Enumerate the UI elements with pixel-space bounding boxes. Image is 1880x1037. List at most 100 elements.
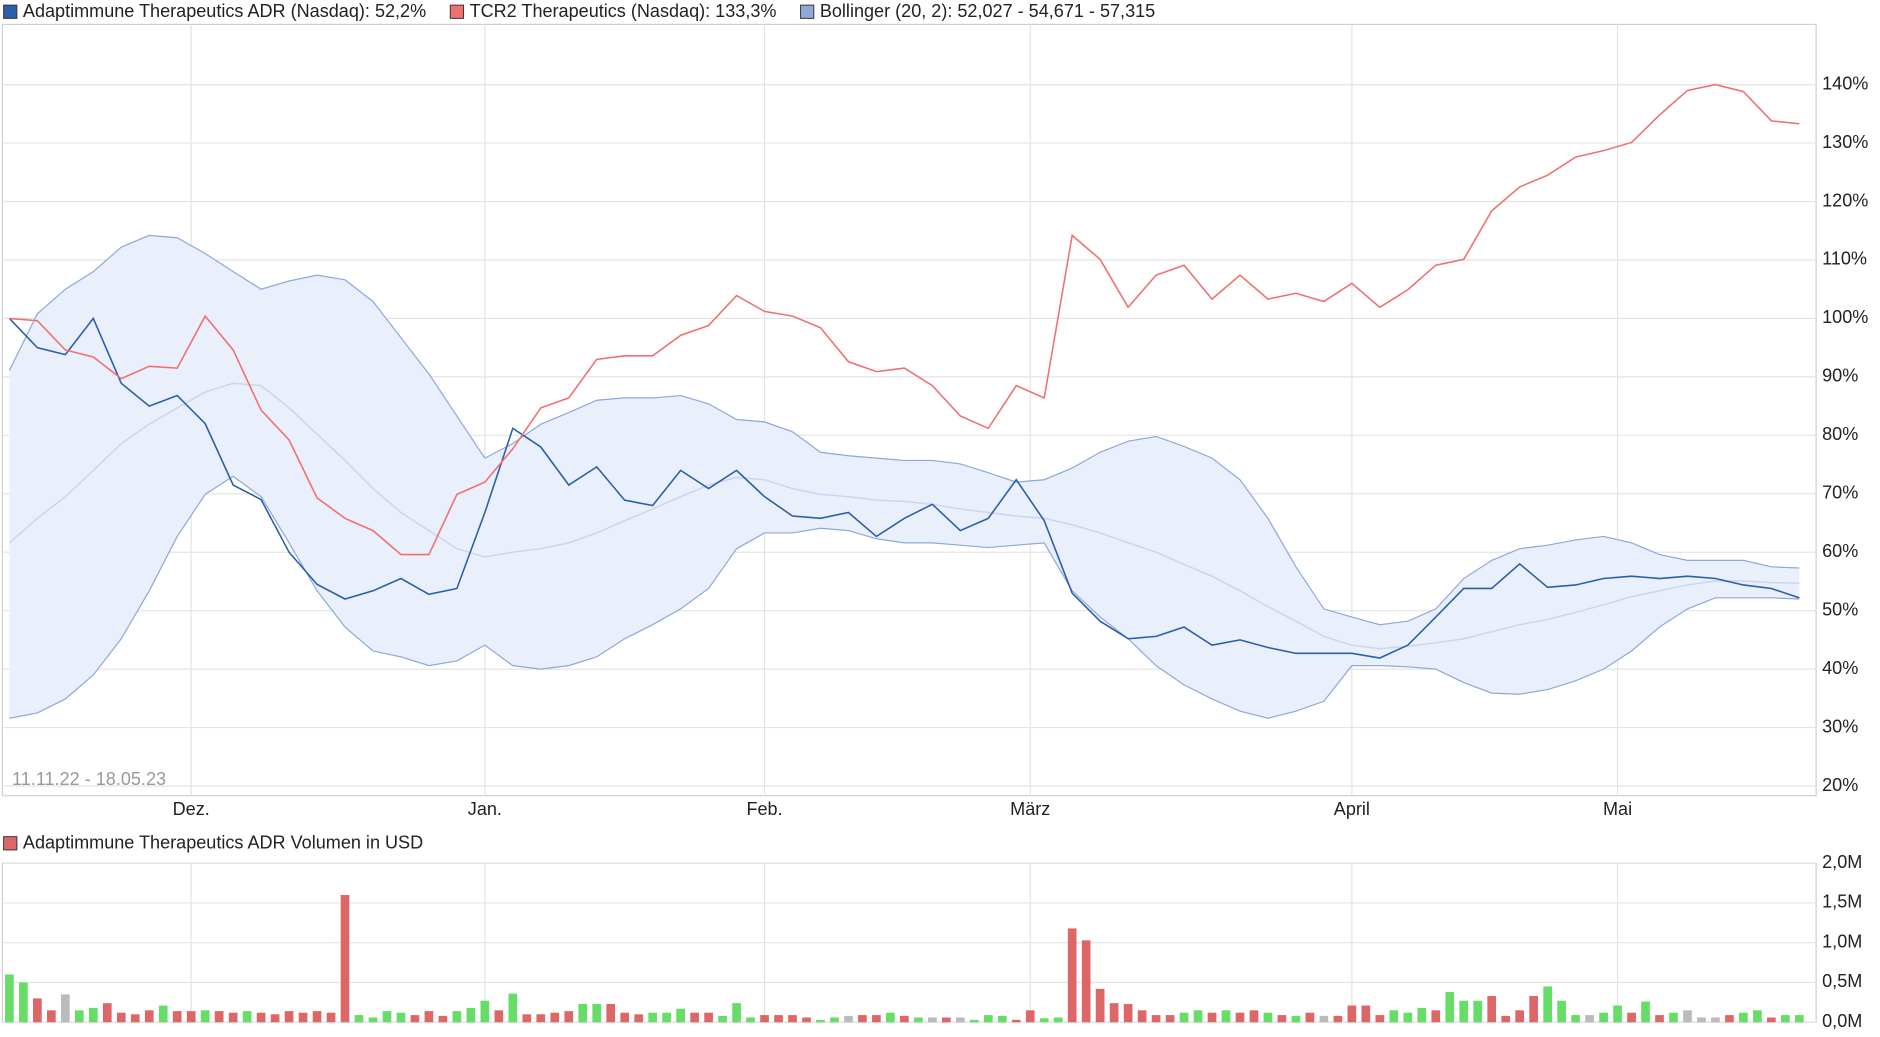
y-tick-label: 1,5M — [1822, 892, 1862, 912]
volume-bar — [578, 1003, 588, 1023]
volume-bar — [1739, 1012, 1748, 1023]
volume-bar — [746, 1017, 755, 1023]
volume-bar — [298, 1012, 308, 1023]
volume-bar — [718, 1015, 727, 1023]
volume-bar — [1333, 1015, 1343, 1023]
volume-bar — [144, 1010, 154, 1023]
y-tick-label: 40% — [1822, 658, 1858, 678]
y-tick-label: 70% — [1822, 483, 1858, 503]
volume-bar — [214, 1011, 224, 1023]
volume-bar — [1781, 1015, 1790, 1023]
volume-bar — [662, 1012, 671, 1023]
volume-bar — [1473, 1000, 1483, 1023]
volume-bar — [969, 1019, 979, 1023]
volume-bar — [1711, 1017, 1720, 1023]
volume-bar — [1067, 928, 1077, 1023]
volume-bar — [1109, 1003, 1119, 1023]
plot-frame — [1, 23, 1817, 797]
volume-bar — [1011, 1019, 1021, 1023]
volume-bar — [1305, 1012, 1315, 1023]
volume-bar — [326, 1012, 336, 1023]
volume-bar — [494, 1010, 504, 1023]
volume-bar — [466, 1007, 476, 1023]
y-tick-label: 140% — [1822, 73, 1868, 93]
volume-bar — [1697, 1017, 1706, 1023]
legend-swatch — [449, 4, 465, 19]
volume-bar — [816, 1019, 825, 1023]
volume-bar — [914, 1017, 923, 1023]
volume-bar — [368, 1017, 378, 1023]
legend-swatch — [3, 836, 18, 851]
volume-bar — [33, 998, 42, 1023]
x-tick-label: Mai — [1603, 799, 1632, 819]
volume-bar — [1291, 1015, 1301, 1023]
volume-bar — [1683, 1010, 1692, 1023]
volume-bar — [1641, 1001, 1650, 1023]
volume-bar — [452, 1011, 462, 1023]
volume-bar — [1081, 940, 1091, 1023]
band-upper — [8, 234, 1800, 626]
volume-bar — [620, 1012, 630, 1023]
volume-bar — [130, 1014, 140, 1023]
legend-label: TCR2 Therapeutics (Nasdaq): 133,3% — [470, 1, 777, 21]
volume-bar — [1123, 1003, 1133, 1023]
volume-bar — [284, 1011, 294, 1023]
volume-bar — [1487, 995, 1497, 1023]
volume-bar — [1529, 995, 1538, 1023]
volume-bar — [606, 1003, 616, 1023]
volume-bar — [1095, 988, 1105, 1023]
volume-bar — [634, 1014, 644, 1023]
volume-bar — [270, 1014, 280, 1023]
volume-bar — [690, 1012, 699, 1023]
volume-bar — [1459, 1000, 1469, 1023]
volume-bar — [1725, 1015, 1734, 1023]
volume-bar — [760, 1015, 769, 1023]
legend-swatch — [3, 4, 18, 19]
volume-bar — [1221, 1010, 1231, 1023]
y-tick-label: 100% — [1822, 307, 1868, 327]
volume-bar — [592, 1003, 602, 1023]
volume-bar — [1375, 1015, 1385, 1023]
volume-bar — [508, 993, 518, 1023]
volume-bar — [522, 1014, 532, 1023]
volume-bar — [802, 1017, 811, 1023]
volume-bar — [1417, 1007, 1427, 1023]
volume-bar — [830, 1017, 839, 1023]
y-tick-label: 130% — [1822, 132, 1868, 152]
y-tick-label: 20% — [1822, 775, 1858, 795]
volume-bar — [1025, 1010, 1035, 1023]
volume-bar — [1669, 1012, 1678, 1023]
volume-bar — [1403, 1012, 1413, 1023]
y-tick-label: 120% — [1822, 190, 1868, 210]
volume-bar — [676, 1008, 685, 1023]
y-tick-label: 0,5M — [1822, 971, 1862, 991]
volume-bar — [1053, 1017, 1063, 1023]
volume-bar — [438, 1015, 448, 1023]
volume-bar — [1627, 1012, 1636, 1023]
volume-bar — [1179, 1012, 1189, 1023]
volume-bar — [47, 1010, 56, 1023]
y-tick-label: 110% — [1822, 249, 1867, 269]
volume-bar — [242, 1011, 252, 1023]
volume-bar — [1165, 1015, 1175, 1023]
volume-bar — [1389, 1010, 1399, 1023]
volume-bar — [102, 1003, 112, 1023]
volume-bar — [536, 1014, 546, 1023]
volume-bar — [1137, 1010, 1147, 1023]
volume-bar — [1207, 1012, 1217, 1023]
x-tick-label: Dez. — [173, 799, 210, 819]
x-tick-label: März — [1010, 799, 1050, 819]
x-tick-label: Jan. — [468, 799, 502, 819]
volume-bar — [774, 1015, 783, 1023]
volume-bar — [1571, 1015, 1580, 1023]
volume-bar — [312, 1011, 322, 1023]
volume-bar — [1613, 1005, 1622, 1023]
volume-bar — [1599, 1012, 1608, 1023]
volume-bar — [550, 1012, 560, 1023]
y-tick-label: 0,0M — [1822, 1011, 1862, 1031]
volume-bar — [186, 1011, 196, 1023]
volume-bar — [1361, 1005, 1371, 1023]
volume-bar — [1039, 1018, 1049, 1023]
volume-bar — [424, 1011, 434, 1023]
